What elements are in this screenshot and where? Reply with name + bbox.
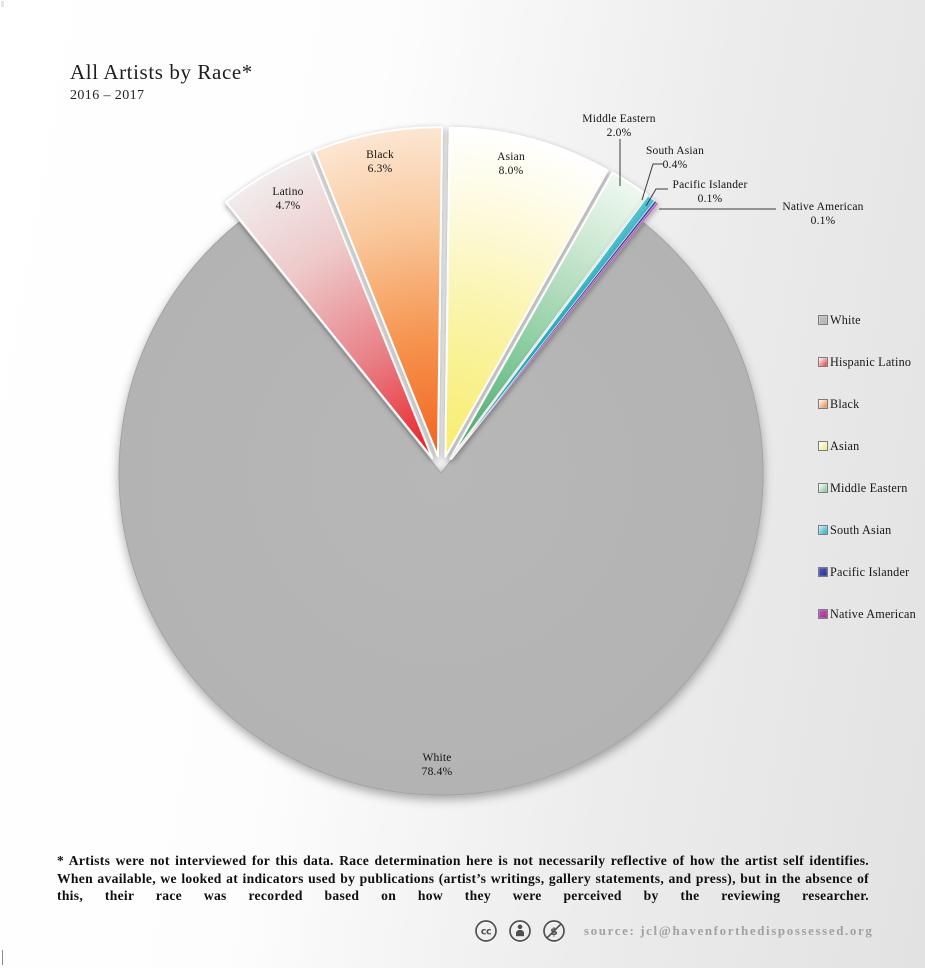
legend-swatch-white (818, 315, 828, 325)
legend-label: Middle Eastern (830, 480, 908, 495)
pie-slice-white (118, 221, 764, 796)
stray-cursor-mark (2, 950, 3, 965)
pie-slice-south-asian (450, 195, 656, 460)
legend-item-asian: Asian (818, 425, 916, 467)
legend-item-white: White (818, 299, 916, 341)
legend-label: South Asian (830, 522, 892, 537)
slice-label-name: White (422, 752, 452, 764)
slice-label-name: Asian (497, 151, 525, 163)
slice-label-native-american: Native American 0.1% (782, 201, 863, 228)
pie-slice-native-american (451, 202, 659, 460)
slice-label-name: Pacific Islander (672, 179, 748, 191)
cc-icon: cc (475, 920, 497, 942)
pie-slice-hispanic-latino (225, 152, 434, 460)
slice-label-value: 78.4% (421, 765, 453, 778)
slice-label-name: Black (366, 149, 394, 161)
legend-item-native-american: Native American (818, 593, 916, 635)
pie-slice-asian (444, 126, 609, 458)
legend-label: Asian (830, 438, 860, 453)
legend-label: Black (830, 396, 860, 411)
source-line: cc $ source: jcl@havenforthedispossessed… (474, 919, 873, 943)
leader-line-pacific-islander (645, 188, 668, 207)
legend-item-black: Black (818, 383, 916, 425)
pie-slice-middle-eastern (449, 171, 649, 460)
slice-label-value: 0.1% (810, 214, 836, 227)
slice-label-black: Black 6.3% (366, 149, 394, 176)
legend-item-middle-eastern: Middle Eastern (818, 467, 916, 509)
slice-label-name: Latino (272, 186, 304, 198)
legend-swatch-south-asian (818, 525, 828, 535)
stray-corner-mark (1, 1, 4, 7)
slice-label-asian: Asian 8.0% (497, 151, 525, 178)
slice-label-white: White 78.4% (422, 752, 453, 779)
legend-item-hispanic-latino: Hispanic Latino (818, 341, 916, 383)
chart-title: All Artists by Race* (70, 60, 253, 84)
leader-lines (619, 139, 776, 210)
legend-item-pacific-islander: Pacific Islander (818, 551, 916, 593)
legend-swatch-black (818, 399, 828, 409)
slice-label-value: 0.4% (662, 158, 688, 171)
slice-label-latino: Latino 4.7% (272, 186, 303, 213)
chart-subtitle: 2016 – 2017 (70, 88, 145, 103)
cc-by-icon (509, 920, 531, 942)
legend-swatch-hispanic-latino (818, 357, 828, 367)
legend-swatch-pacific-islander (818, 567, 828, 577)
slice-label-name: Middle Eastern (582, 113, 656, 125)
legend: White Hispanic Latino Black Asian Middle Eas… (818, 299, 916, 635)
legend-label: Pacific Islander (830, 564, 910, 579)
title-block: All Artists by Race* 2016 – 2017 (70, 60, 253, 104)
source-text: source: jcl@havenforthedispossessed.org (584, 923, 874, 938)
slice-label-value: 6.3% (367, 162, 393, 175)
svg-text:cc: cc (481, 926, 491, 937)
slice-label-value: 4.7% (275, 199, 301, 212)
legend-swatch-native-american (818, 609, 828, 619)
slice-label-value: 8.0% (498, 164, 524, 177)
pie-slice-black (313, 126, 444, 458)
slice-label-name: South Asian (645, 145, 705, 157)
slice-label-value: 0.1% (697, 192, 723, 205)
legend-label: Hispanic Latino (830, 354, 912, 369)
slice-label-name: Native American (782, 201, 864, 213)
slice-label-pacific-islander: Pacific Islander 0.1% (672, 179, 747, 206)
legend-item-south-asian: South Asian (818, 509, 916, 551)
legend-label: Native American (830, 606, 916, 621)
cc-nc-icon: $ (543, 920, 565, 942)
pie-slices (118, 126, 764, 796)
legend-swatch-middle-eastern (818, 483, 828, 493)
legend-swatch-asian (818, 441, 828, 451)
leader-line-south-asian (641, 163, 663, 201)
footnote: * Artists were not interviewed for this … (57, 853, 869, 904)
slice-label-value: 2.0% (606, 126, 632, 139)
slice-label-south-asian: South Asian 0.4% (646, 145, 704, 172)
slice-label-middle-eastern: Middle Eastern 2.0% (582, 113, 655, 140)
legend-label: White (830, 312, 861, 327)
